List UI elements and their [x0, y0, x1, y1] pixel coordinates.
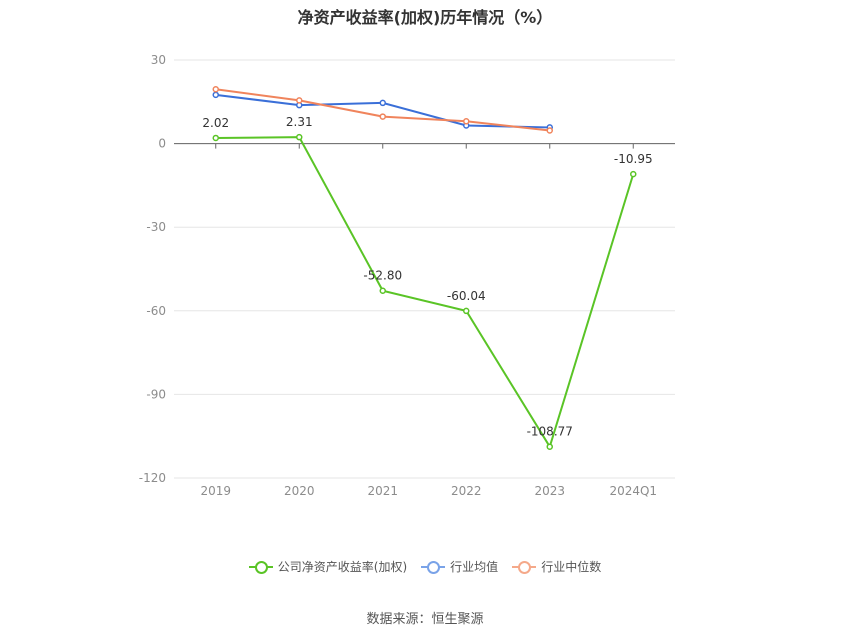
legend-marker-company	[248, 560, 273, 574]
x-tick-label: 2020	[284, 484, 315, 498]
legend-label-industry-mean: 行业均值	[450, 560, 499, 574]
y-tick-label: 0	[158, 137, 166, 151]
series-line	[215, 88, 550, 132]
legend-marker-industry-mean	[421, 560, 446, 574]
data-label: -60.04	[447, 289, 486, 303]
series-point	[546, 127, 553, 134]
data-label: -108.77	[527, 425, 573, 439]
series-point	[212, 91, 219, 99]
legend-item-industry-median[interactable]: 行业中位数	[512, 558, 601, 575]
x-tick-label: 2022	[451, 484, 482, 498]
data-label: 2.02	[202, 116, 229, 130]
y-tick-label: -30	[146, 220, 166, 234]
y-tick-label: -60	[146, 304, 166, 318]
series-point	[296, 133, 303, 141]
legend-label-industry-median: 行业中位数	[541, 560, 602, 574]
legend-item-company[interactable]: 公司净资产收益率(加权)	[248, 558, 408, 575]
series-point	[296, 97, 303, 104]
legend-label-company: 公司净资产收益率(加权)	[277, 560, 408, 574]
series-point	[379, 99, 386, 107]
series-point	[212, 134, 219, 142]
x-tick-label: 2019	[200, 484, 231, 498]
legend-item-industry-mean[interactable]: 行业均值	[421, 558, 498, 575]
y-tick-label: -120	[139, 471, 166, 485]
series-point	[630, 170, 637, 178]
data-label: -52.80	[363, 269, 402, 283]
data-label: -10.95	[614, 152, 653, 166]
series-point	[463, 307, 470, 315]
legend: 公司净资产收益率(加权) 行业均值 行业中位数	[0, 558, 850, 575]
series-point	[546, 443, 553, 450]
y-tick-label: 30	[151, 53, 166, 67]
series-point	[463, 118, 470, 125]
x-tick-label: 2023	[534, 484, 565, 498]
series-point	[379, 113, 386, 120]
y-tick-label: -90	[146, 387, 166, 401]
series-point	[212, 86, 219, 93]
data-label: 2.31	[286, 115, 313, 129]
chart-title: 净资产收益率(加权)历年情况（%）	[297, 8, 553, 27]
x-tick-label: 2021	[367, 484, 398, 498]
source-note: 数据来源：恒生聚源	[366, 612, 484, 627]
legend-marker-industry-median	[512, 560, 537, 574]
x-tick-label: 2024Q1	[609, 484, 657, 498]
series-line	[215, 136, 635, 450]
series-point	[379, 287, 386, 294]
